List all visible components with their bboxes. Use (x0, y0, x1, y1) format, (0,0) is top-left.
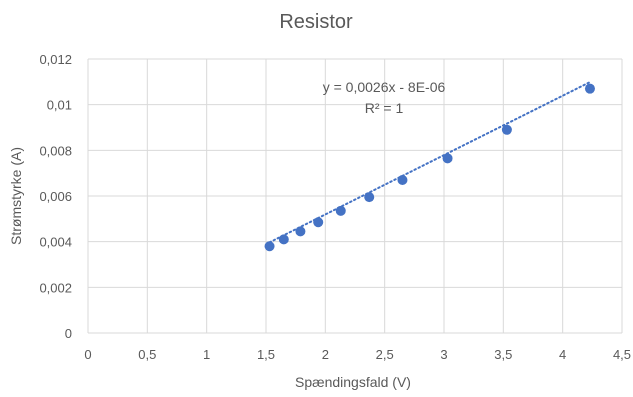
y-axis-title: Strømstyrke (A) (8, 147, 24, 245)
data-points (264, 83, 595, 252)
x-tick-label: 1 (203, 347, 210, 362)
data-point (501, 124, 512, 135)
data-point (364, 192, 375, 203)
data-point (264, 241, 275, 252)
grid (87, 58, 623, 334)
data-point (442, 153, 453, 164)
y-tick-label: 0,002 (39, 280, 72, 295)
x-tick-label: 1,5 (257, 347, 275, 362)
data-point (278, 234, 289, 245)
data-point (584, 83, 595, 94)
x-tick-label: 4 (559, 347, 566, 362)
trendline-equation: y = 0,0026x - 8E-06 (323, 79, 446, 95)
trendline-r-squared: R² = 1 (365, 100, 404, 116)
x-tick-label: 2 (322, 347, 329, 362)
chart-title: Resistor (279, 11, 353, 33)
x-axis-title: Spændingsfald (V) (295, 374, 411, 390)
y-tick-label: 0,008 (39, 143, 72, 158)
y-tick-label: 0,012 (39, 52, 72, 67)
x-tick-label: 0,5 (138, 347, 156, 362)
x-axis: 0 0,5 1 1,5 2 2,5 3 3,5 4 4,5 (84, 347, 631, 362)
x-tick-label: 3 (440, 347, 447, 362)
y-tick-label: 0 (65, 326, 72, 341)
y-tick-label: 0,004 (39, 235, 72, 250)
data-point (397, 175, 408, 186)
trendline (268, 81, 591, 244)
y-tick-label: 0,006 (39, 189, 72, 204)
y-axis: 0 0,002 0,004 0,006 0,008 0,01 0,012 (39, 52, 72, 341)
x-tick-label: 0 (84, 347, 91, 362)
y-tick-label: 0,01 (47, 98, 72, 113)
trendline-line (268, 81, 591, 244)
data-point (335, 205, 346, 216)
x-tick-label: 2,5 (376, 347, 394, 362)
data-point (313, 217, 324, 228)
x-tick-label: 3,5 (494, 347, 512, 362)
x-tick-label: 4,5 (613, 347, 631, 362)
data-point (295, 226, 306, 237)
